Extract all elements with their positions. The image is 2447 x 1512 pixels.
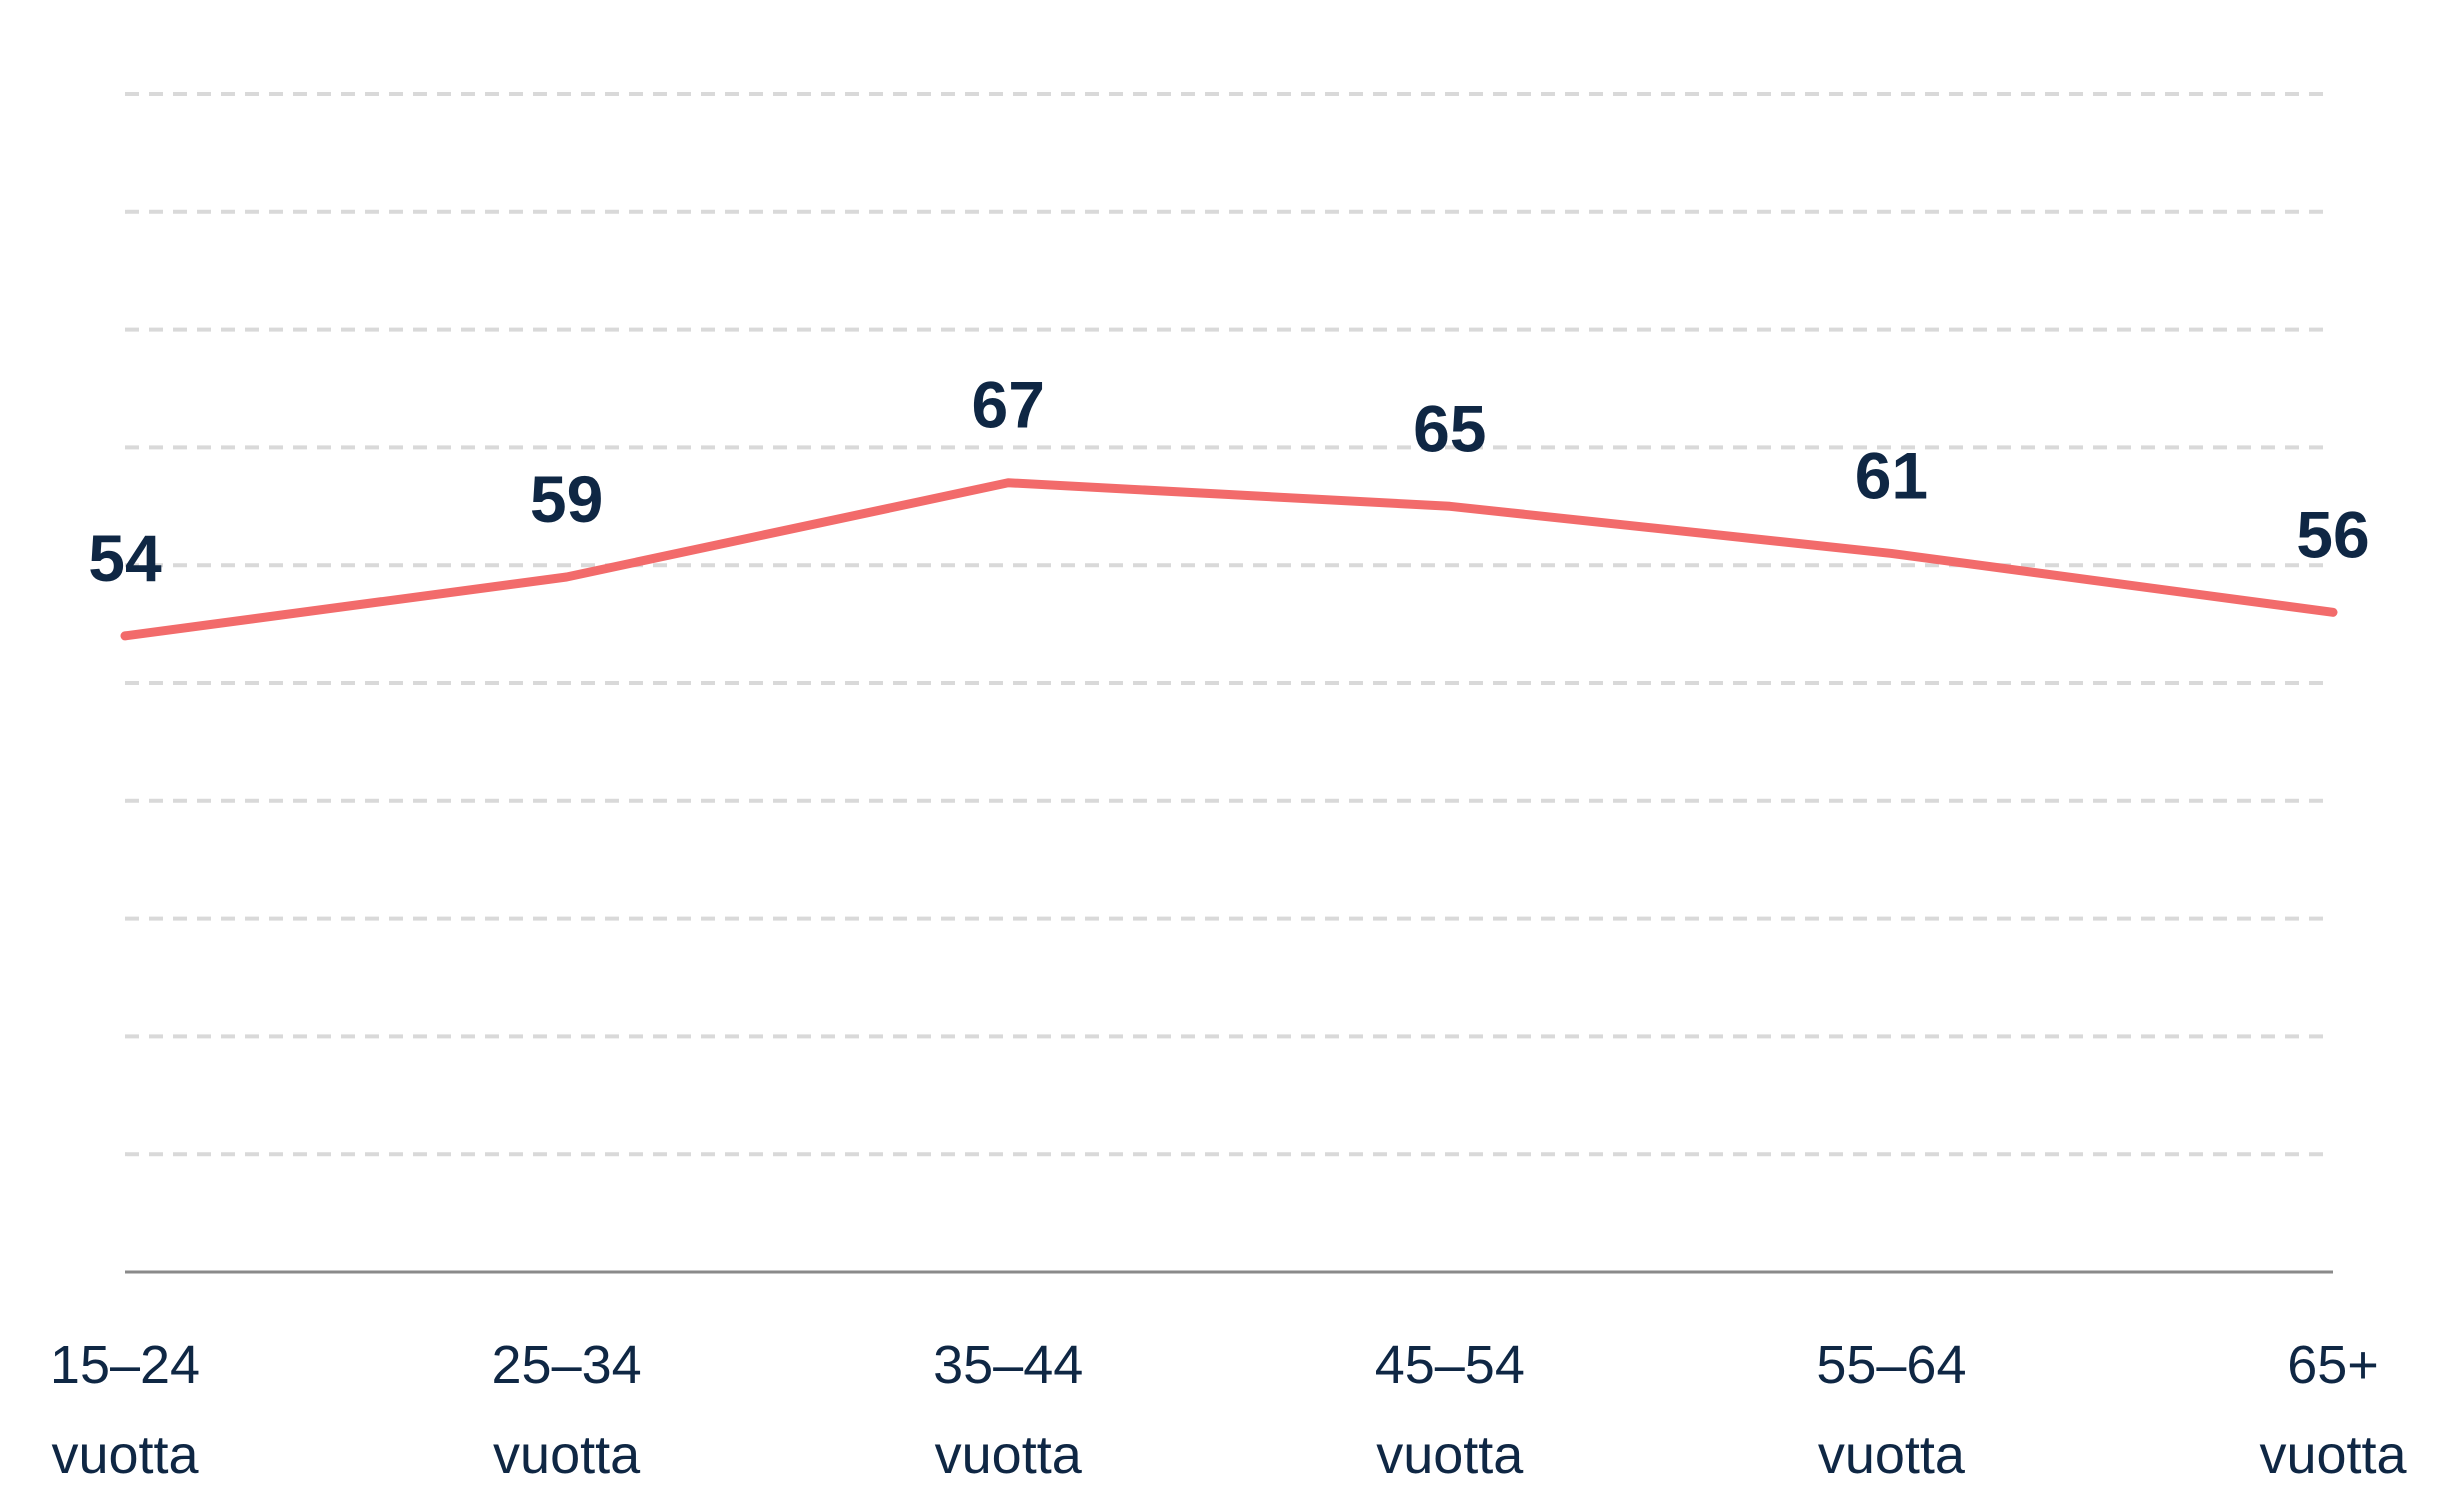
x-tick-label-1: 25–34 vuotta (492, 1335, 642, 1485)
x-tick-label-5: 65+ vuotta (2259, 1335, 2407, 1485)
x-axis-tick-labels: 15–24 vuotta 25–34 vuotta 35–44 vuotta 45–54 vu… (50, 1335, 2408, 1485)
data-label-2: 67 (971, 368, 1044, 442)
data-label-3: 65 (1413, 391, 1486, 465)
data-labels: 54 59 67 65 61 56 (88, 368, 2369, 595)
data-label-4: 61 (1855, 438, 1928, 512)
series-line (120, 478, 2338, 641)
data-label-5: 56 (2296, 497, 2369, 571)
gridlines (125, 92, 2333, 1157)
x-tick-label-3: 45–54 vuotta (1375, 1335, 1525, 1485)
data-label-1: 59 (530, 462, 603, 536)
x-tick-label-2: 35–44 vuotta (933, 1335, 1083, 1485)
x-tick-label-4: 55–64 vuotta (1816, 1335, 1966, 1485)
x-tick-label-0: 15–24 vuotta (50, 1335, 200, 1485)
data-label-0: 54 (88, 521, 162, 595)
